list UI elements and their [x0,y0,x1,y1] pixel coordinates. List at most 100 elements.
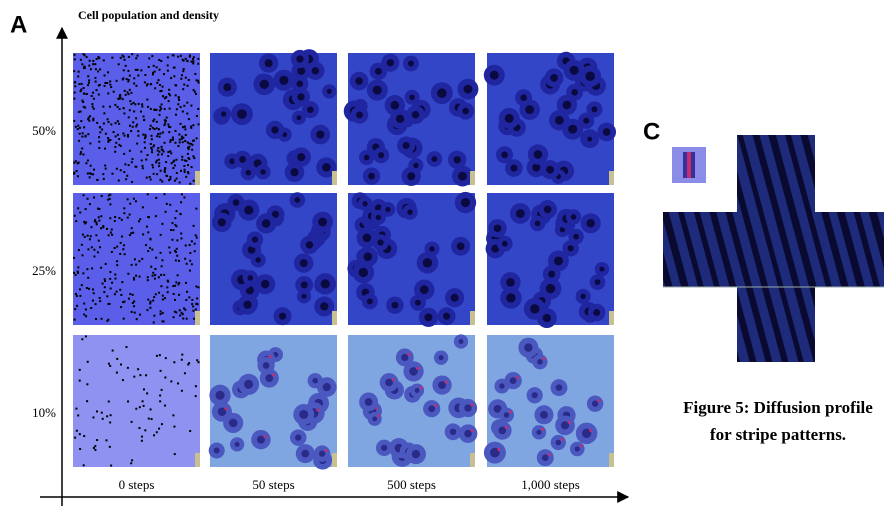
simulation-tile [348,334,478,467]
cell [105,227,108,230]
cell [127,116,130,119]
cell [87,248,90,251]
cell [103,112,106,115]
cell [135,84,138,87]
cell [140,439,143,442]
cell [159,233,162,236]
cell [78,126,81,129]
cell [112,90,115,93]
cell [74,160,77,163]
marker [316,408,320,412]
cell [78,368,81,371]
cell [180,169,183,172]
cell [158,427,161,430]
cell [124,64,127,67]
cell [142,133,145,136]
cell [83,302,86,305]
cell [116,260,119,263]
cell [92,59,95,62]
cell [163,297,166,300]
cell [86,234,89,237]
marker [268,355,272,359]
cell [146,276,149,279]
cell [133,278,136,281]
cell [149,300,152,303]
cluster-core [297,93,305,101]
cluster-core [498,426,507,435]
cluster-core [307,106,314,113]
cluster-core [568,124,578,134]
cell [164,210,167,213]
cell [167,100,170,103]
simulation-tile [483,335,614,467]
cell [141,164,144,167]
cell [171,222,174,225]
cell [167,125,170,128]
cell [109,414,112,417]
cell [79,294,82,297]
cell [166,56,169,59]
cell [196,303,199,306]
cluster-core [534,220,541,227]
cell [83,313,86,316]
cluster-core [509,377,517,385]
cell [182,68,185,71]
marker [416,366,420,370]
cell [157,79,160,82]
cell [115,79,118,82]
cell [109,193,112,196]
panel-label: A [10,11,27,38]
cell [102,226,105,229]
cell [92,119,95,122]
cell [144,133,147,136]
cell [179,122,182,125]
cell [82,105,85,108]
cell [174,94,177,97]
cell [155,159,158,162]
simulation-tile [343,53,479,187]
cluster-core [378,152,385,159]
cell [92,288,95,291]
cell [135,318,138,321]
cluster-core [297,153,306,162]
cell [135,117,138,120]
cell [166,291,169,294]
cell [135,274,138,277]
cell [122,107,125,110]
cell [177,145,180,148]
cell [151,248,154,251]
cluster-core [221,111,227,117]
cell [86,84,89,87]
cell [185,298,188,301]
cluster-core [297,66,306,75]
cell [159,132,162,135]
cell [88,238,91,241]
cell [127,135,130,138]
cell [136,54,139,57]
cell [148,246,151,249]
cell [83,126,86,129]
cell [192,56,195,59]
cell [78,139,81,142]
cell [150,146,153,149]
cluster-core [540,410,548,419]
cell [152,321,155,324]
cell [141,400,144,403]
cluster-core [545,283,556,294]
cell [97,93,100,96]
cluster-core [217,407,227,416]
cluster-core [542,313,552,323]
cell [85,221,88,224]
cell [81,338,84,341]
cell [176,239,179,242]
simulation-tile [73,335,200,467]
cell [87,133,90,136]
cell [151,126,154,129]
cell [163,169,166,172]
cell [104,167,107,170]
cell [89,164,92,167]
cell [160,265,163,268]
cluster-core [553,256,563,266]
cell [177,259,180,262]
cell [116,120,119,123]
